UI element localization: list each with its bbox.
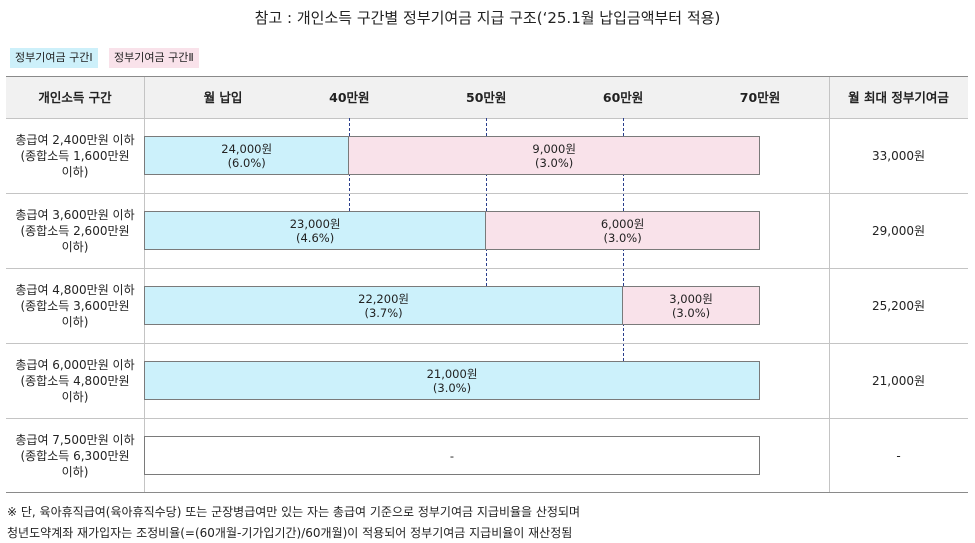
income-bracket-line: 총급여 3,600만원 이하	[15, 207, 135, 222]
max-contribution-value: 21,000원	[871, 374, 926, 388]
income-bracket-line: 총급여 2,400만원 이하	[15, 132, 135, 147]
income-bracket-line: 이하)	[61, 164, 89, 179]
income-bracket-line: (종합소득 6,300만원	[20, 448, 130, 463]
max-contribution-value: -	[896, 448, 901, 463]
legend-group1: 정부기여금 구간Ⅰ	[10, 48, 98, 68]
segment-amount: 3,000원	[669, 291, 713, 306]
tick-guide-line	[486, 118, 488, 286]
segment-amount: 22,200원	[358, 291, 409, 306]
max-contribution-value: 25,200원	[871, 299, 926, 313]
row-divider	[6, 193, 968, 194]
income-bracket-line: (종합소득 3,600만원	[20, 298, 130, 313]
income-bracket-label: 총급여 6,000만원 이하 (종합소득 4,800만원 이하)	[6, 343, 144, 418]
segment-rate: (4.6%)	[296, 230, 335, 245]
segment-amount: 6,000원	[600, 216, 645, 231]
income-bracket-line: 이하)	[61, 239, 89, 254]
x-tick-label: 50만원	[466, 90, 507, 105]
income-bracket-line: 이하)	[61, 314, 89, 329]
bar-segment-group2: 9,000원 (3.0%)	[349, 136, 760, 175]
income-bracket-label: 총급여 3,600만원 이하 (종합소득 2,600만원 이하)	[6, 193, 144, 268]
bar-segment-group2: 6,000원 (3.0%)	[486, 211, 760, 250]
legend-group2: 정부기여금 구간Ⅱ	[109, 48, 199, 68]
segment-rate: (3.0%)	[535, 155, 574, 170]
income-bracket-line: 총급여 7,500만원 이하	[15, 432, 135, 447]
segment-rate: (3.0%)	[603, 230, 642, 245]
segment-rate: (3.0%)	[671, 305, 711, 320]
max-contribution-value: 29,000원	[871, 224, 926, 238]
income-bracket-label: 총급여 4,800만원 이하 (종합소득 3,600만원 이하)	[6, 268, 144, 343]
bar-segment-group1: 22,200원 (3.7%)	[144, 286, 624, 325]
page-title: 참고 : 개인소득 구간별 정부기여금 지급 구조(‘25.1월 납입금액부터 …	[254, 9, 721, 27]
segment-amount: -	[449, 448, 455, 463]
income-bracket-label: 총급여 2,400만원 이하 (종합소득 1,600만원 이하)	[6, 118, 144, 193]
x-tick-label: 70만원	[739, 90, 781, 105]
income-bracket-line: 이하)	[61, 464, 89, 479]
header-payment: 월 납입	[203, 90, 243, 105]
segment-rate: (3.0%)	[432, 380, 472, 395]
segment-rate: (3.7%)	[364, 305, 403, 320]
segment-amount: 21,000원	[426, 366, 478, 381]
header-income: 개인소득 구간	[38, 90, 112, 105]
bar-segment-none: -	[144, 436, 760, 475]
bar-segment-group1: 24,000원 (6.0%)	[144, 136, 350, 175]
income-bracket-line: (종합소득 4,800만원	[20, 373, 130, 388]
segment-amount: 24,000원	[221, 141, 273, 156]
footnote-2: 청년도약계좌 재가입자는 조정비율(=(60개월-기가입기간)/60개월)이 적…	[7, 526, 573, 540]
row-divider	[6, 268, 968, 269]
segment-rate: (6.0%)	[227, 155, 266, 170]
income-bracket-line: (종합소득 2,600만원	[20, 223, 130, 238]
x-tick-label: 60만원	[602, 90, 644, 105]
header-max: 월 최대 정부기여금	[848, 90, 949, 105]
row-divider	[6, 418, 968, 419]
max-contribution-value: 33,000원	[871, 149, 926, 163]
bar-segment-group1: 21,000원 (3.0%)	[144, 361, 760, 400]
footnote-1: ※ 단, 육아휴직급여(육아휴직수당) 또는 군장병급여만 있는 자는 총급여 …	[7, 505, 581, 519]
bar-segment-group2: 3,000원 (3.0%)	[623, 286, 760, 325]
income-bracket-line: 총급여 6,000만원 이하	[15, 357, 135, 372]
segment-amount: 9,000원	[532, 141, 576, 156]
income-bracket-line: 총급여 4,800만원 이하	[15, 282, 135, 297]
segment-amount: 23,000원	[289, 216, 341, 231]
income-bracket-line: 이하)	[61, 389, 89, 404]
column-divider	[144, 77, 145, 492]
bar-segment-group1: 23,000원 (4.6%)	[144, 211, 487, 250]
row-divider	[6, 343, 968, 344]
contribution-table: 개인소득 구간 월 납입 월 최대 정부기여금 40만원 50만원 60만원 70만원…	[6, 76, 968, 493]
x-tick-label: 40만원	[329, 90, 370, 105]
income-bracket-label: 총급여 7,500만원 이하 (종합소득 6,300만원 이하)	[6, 418, 144, 493]
income-bracket-line: (종합소득 1,600만원	[20, 148, 130, 163]
column-divider	[829, 77, 830, 492]
